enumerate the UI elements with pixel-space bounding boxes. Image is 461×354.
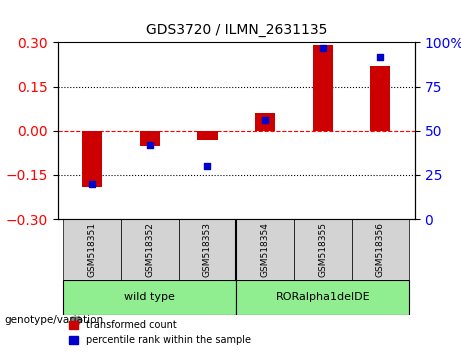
Text: genotype/variation: genotype/variation [5, 315, 104, 325]
FancyBboxPatch shape [64, 280, 236, 315]
Bar [255, 113, 275, 131]
Text: GSM518353: GSM518353 [203, 222, 212, 277]
Text: GSM518351: GSM518351 [88, 222, 97, 277]
Text: wild type: wild type [124, 292, 175, 302]
Bar [313, 45, 333, 131]
FancyBboxPatch shape [236, 280, 409, 315]
FancyBboxPatch shape [294, 219, 351, 280]
Text: GSM518352: GSM518352 [145, 222, 154, 277]
Point [89, 181, 96, 187]
Text: GSM518356: GSM518356 [376, 222, 385, 277]
FancyBboxPatch shape [121, 219, 179, 280]
FancyBboxPatch shape [351, 219, 409, 280]
Bar [197, 131, 218, 139]
Bar [140, 131, 160, 145]
Text: GSM518355: GSM518355 [318, 222, 327, 277]
Legend: transformed count, percentile rank within the sample: transformed count, percentile rank withi… [65, 316, 255, 349]
FancyBboxPatch shape [64, 219, 121, 280]
Bar [370, 66, 390, 131]
Title: GDS3720 / ILMN_2631135: GDS3720 / ILMN_2631135 [146, 23, 327, 37]
Point [146, 142, 154, 148]
Point [319, 45, 326, 51]
Point [204, 163, 211, 169]
FancyBboxPatch shape [179, 219, 236, 280]
FancyBboxPatch shape [236, 219, 294, 280]
Point [261, 118, 269, 123]
Text: GSM518354: GSM518354 [260, 222, 270, 277]
Text: RORalpha1delDE: RORalpha1delDE [275, 292, 370, 302]
Point [377, 54, 384, 59]
Bar [82, 131, 102, 187]
